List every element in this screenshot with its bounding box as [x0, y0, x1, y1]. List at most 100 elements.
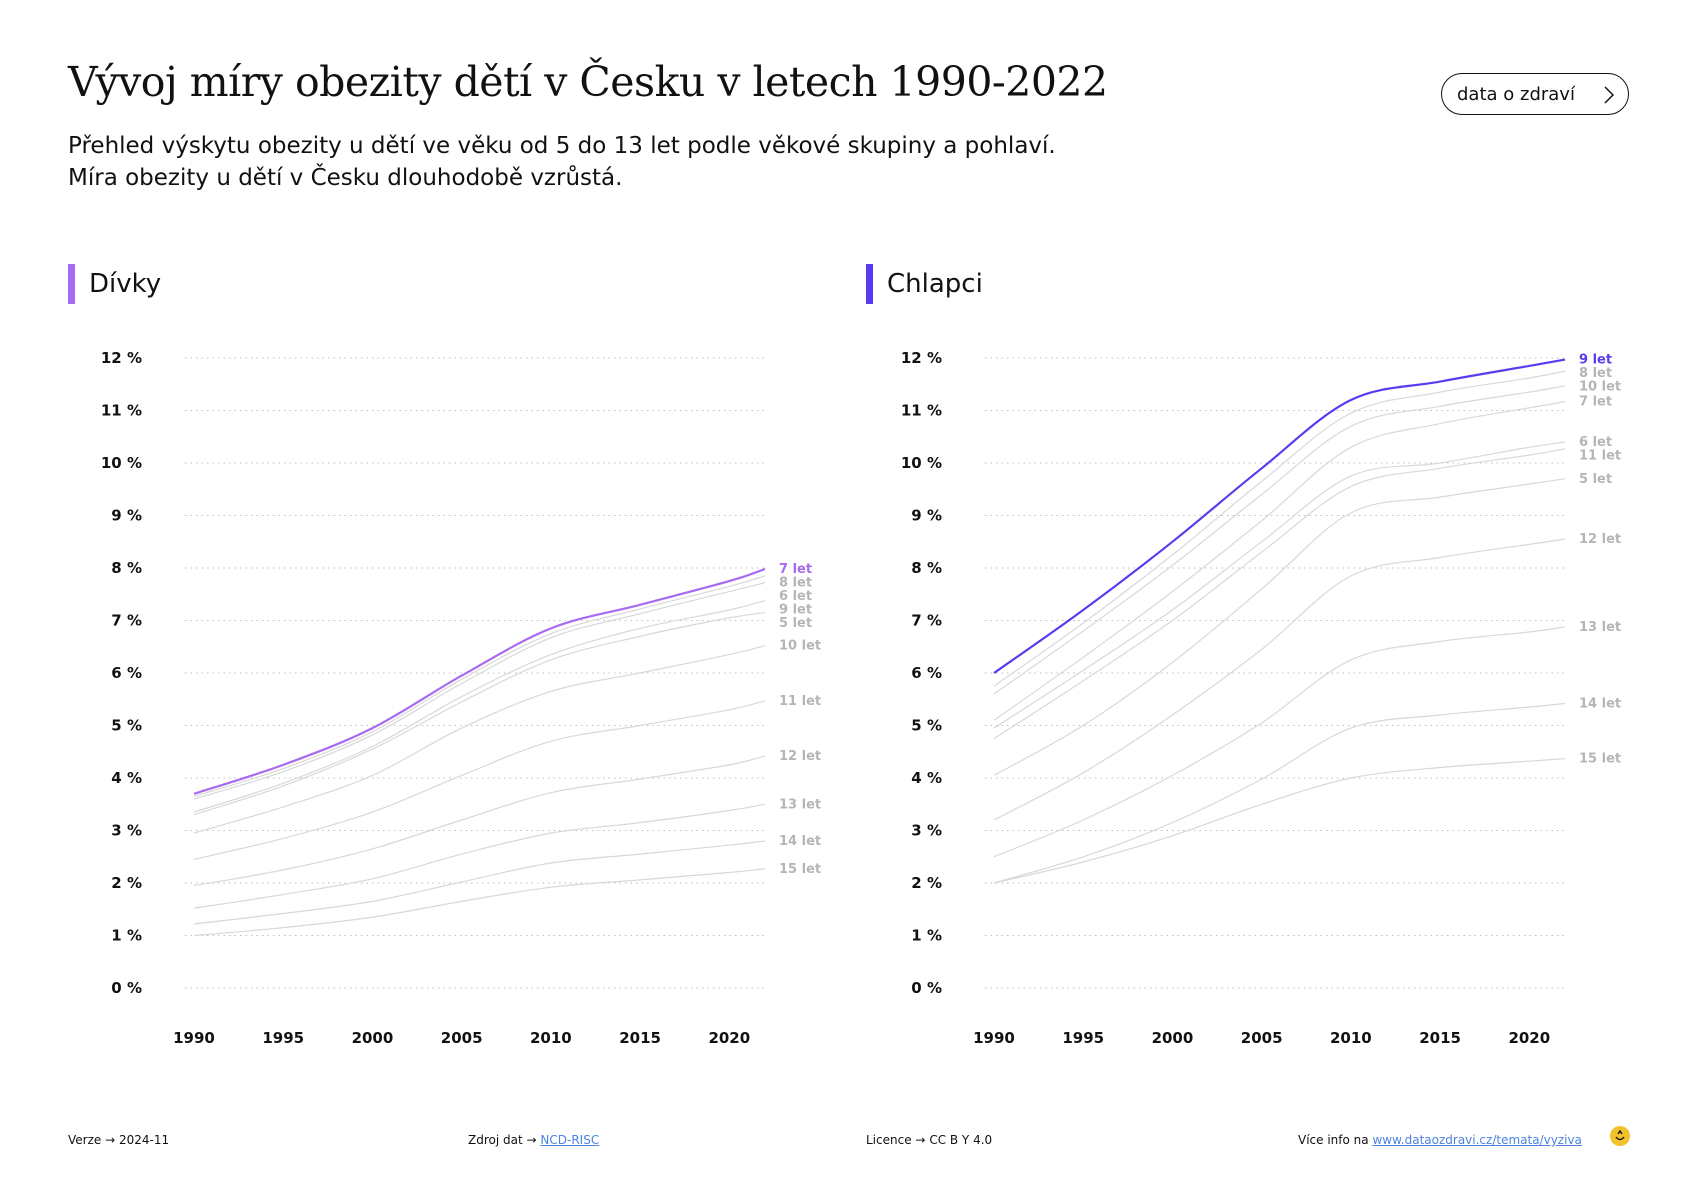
series-line-7-let: [193, 567, 766, 795]
series-line-9-let: [993, 358, 1566, 674]
series-end-label: 15 let: [1579, 752, 1621, 767]
series-line-11-let: [993, 448, 1566, 740]
arrow-icon: →: [915, 1133, 926, 1147]
series-line-8-let: [993, 370, 1566, 687]
x-tick-label: 2020: [708, 1029, 750, 1047]
y-tick-label: 11 %: [101, 402, 142, 420]
y-tick-label: 0 %: [111, 979, 142, 997]
footer-license: Licence → CC B Y 4.0: [866, 1133, 992, 1147]
series-end-label: 7 let: [779, 562, 812, 577]
panel-heading-boys: Chlapci: [866, 264, 983, 304]
y-tick-label: 5 %: [911, 717, 942, 735]
x-tick-label: 2015: [619, 1029, 661, 1047]
panel-accent-bar: [866, 264, 873, 304]
brand-button-label: data o zdraví: [1457, 83, 1575, 105]
chart-girls: 0 % 1 % 2 % 3 % 4 % 5 % 6 % 7 % 8 % 9 % 10 % 11 % 12…: [101, 349, 821, 1047]
series-end-label: 6 let: [779, 589, 812, 604]
y-tick-label: 12 %: [101, 349, 142, 367]
y-tick-label: 2 %: [111, 874, 142, 892]
y-tick-label: 5 %: [111, 717, 142, 735]
series-end-label: 8 let: [1579, 366, 1612, 381]
series-end-label: 14 let: [1579, 696, 1621, 711]
logo-icon: [1610, 1126, 1630, 1146]
y-tick-label: 0 %: [911, 979, 942, 997]
series-end-label: 12 let: [779, 749, 821, 764]
series-line-6-let: [993, 441, 1566, 729]
info-label: Více info na: [1298, 1133, 1369, 1147]
data-o-zdravi-button[interactable]: data o zdraví: [1441, 73, 1629, 115]
x-tick-label: 1995: [1062, 1029, 1104, 1047]
series-line-15-let: [193, 868, 766, 937]
chart-boys: 0 % 1 % 2 % 3 % 4 % 5 % 6 % 7 % 8 % 9 % 10 % 11 % 12…: [901, 349, 1621, 1047]
x-tick-label: 2010: [530, 1029, 572, 1047]
footer-source: Zdroj dat → NCD-RISC: [468, 1133, 599, 1147]
y-tick-label: 4 %: [911, 769, 942, 787]
y-tick-label: 4 %: [111, 769, 142, 787]
series-line-6-let: [193, 582, 766, 800]
series-end-label: 15 let: [779, 862, 821, 877]
panel-accent-bar: [68, 264, 75, 304]
series-line-9-let: [193, 600, 766, 813]
y-tick-label: 2 %: [911, 874, 942, 892]
x-tick-label: 1990: [973, 1029, 1015, 1047]
y-tick-label: 12 %: [901, 349, 942, 367]
series-line-13-let: [993, 626, 1566, 858]
footer-info: Více info na www.dataozdravi.cz/temata/v…: [1298, 1133, 1582, 1147]
series-line-15-let: [993, 758, 1566, 884]
source-label: Zdroj dat: [468, 1133, 523, 1147]
series-end-label: 8 let: [779, 576, 812, 591]
series-line-10-let: [993, 385, 1566, 695]
arrow-icon: →: [526, 1133, 537, 1147]
series-line-12-let: [193, 755, 766, 887]
y-tick-label: 1 %: [911, 927, 942, 945]
series-end-label: 9 let: [779, 603, 812, 618]
x-tick-label: 2000: [352, 1029, 394, 1047]
x-tick-label: 2005: [441, 1029, 483, 1047]
y-tick-label: 9 %: [911, 507, 942, 525]
source-link[interactable]: NCD-RISC: [540, 1133, 600, 1147]
series-line-8-let: [193, 575, 766, 797]
series-line-11-let: [193, 700, 766, 860]
series-line-5-let: [993, 478, 1566, 776]
series-end-label: 11 let: [1579, 449, 1621, 464]
y-tick-label: 7 %: [911, 612, 942, 630]
chevron-right-icon: [1604, 86, 1614, 104]
license-value: CC B Y 4.0: [929, 1133, 993, 1147]
series-end-label: 6 let: [1579, 435, 1612, 450]
x-tick-label: 2020: [1508, 1029, 1550, 1047]
panel-label: Dívky: [89, 269, 162, 299]
series-end-label: 5 let: [1579, 472, 1612, 487]
x-tick-label: 2005: [1241, 1029, 1283, 1047]
x-tick-label: 1995: [262, 1029, 304, 1047]
version-value: 2024-11: [119, 1133, 170, 1147]
y-tick-label: 3 %: [911, 822, 942, 840]
y-tick-label: 6 %: [911, 664, 942, 682]
x-tick-label: 2010: [1330, 1029, 1372, 1047]
x-tick-label: 1990: [173, 1029, 215, 1047]
y-tick-label: 1 %: [111, 927, 142, 945]
arrow-icon: →: [105, 1133, 116, 1147]
y-tick-label: 7 %: [111, 612, 142, 630]
series-line-13-let: [193, 803, 766, 909]
page-subtitle: Přehled výskytu obezity u dětí ve věku o…: [68, 130, 1056, 194]
panel-heading-girls: Dívky: [68, 264, 161, 304]
info-link[interactable]: www.dataozdravi.cz/temata/vyziva: [1372, 1133, 1582, 1147]
subtitle-line-2: Míra obezity u dětí v Česku dlouhodobě v…: [68, 165, 623, 191]
series-end-label: 13 let: [1579, 620, 1621, 635]
y-tick-label: 6 %: [111, 664, 142, 682]
version-label: Verze: [68, 1133, 102, 1147]
y-tick-label: 3 %: [111, 822, 142, 840]
footer-version: Verze → 2024-11: [68, 1133, 169, 1147]
series-end-label: 5 let: [779, 616, 812, 631]
series-line-12-let: [993, 538, 1566, 821]
series-end-label: 13 let: [779, 797, 821, 812]
x-tick-label: 2015: [1419, 1029, 1461, 1047]
subtitle-line-1: Přehled výskytu obezity u dětí ve věku o…: [68, 133, 1056, 159]
y-tick-label: 11 %: [901, 402, 942, 420]
page-title: Vývoj míry obezity dětí v Česku v letech…: [68, 58, 1108, 106]
series-end-label: 14 let: [779, 834, 821, 849]
series-end-label: 10 let: [779, 639, 821, 654]
series-line-14-let: [193, 840, 766, 925]
y-tick-label: 8 %: [111, 559, 142, 577]
y-tick-label: 9 %: [111, 507, 142, 525]
